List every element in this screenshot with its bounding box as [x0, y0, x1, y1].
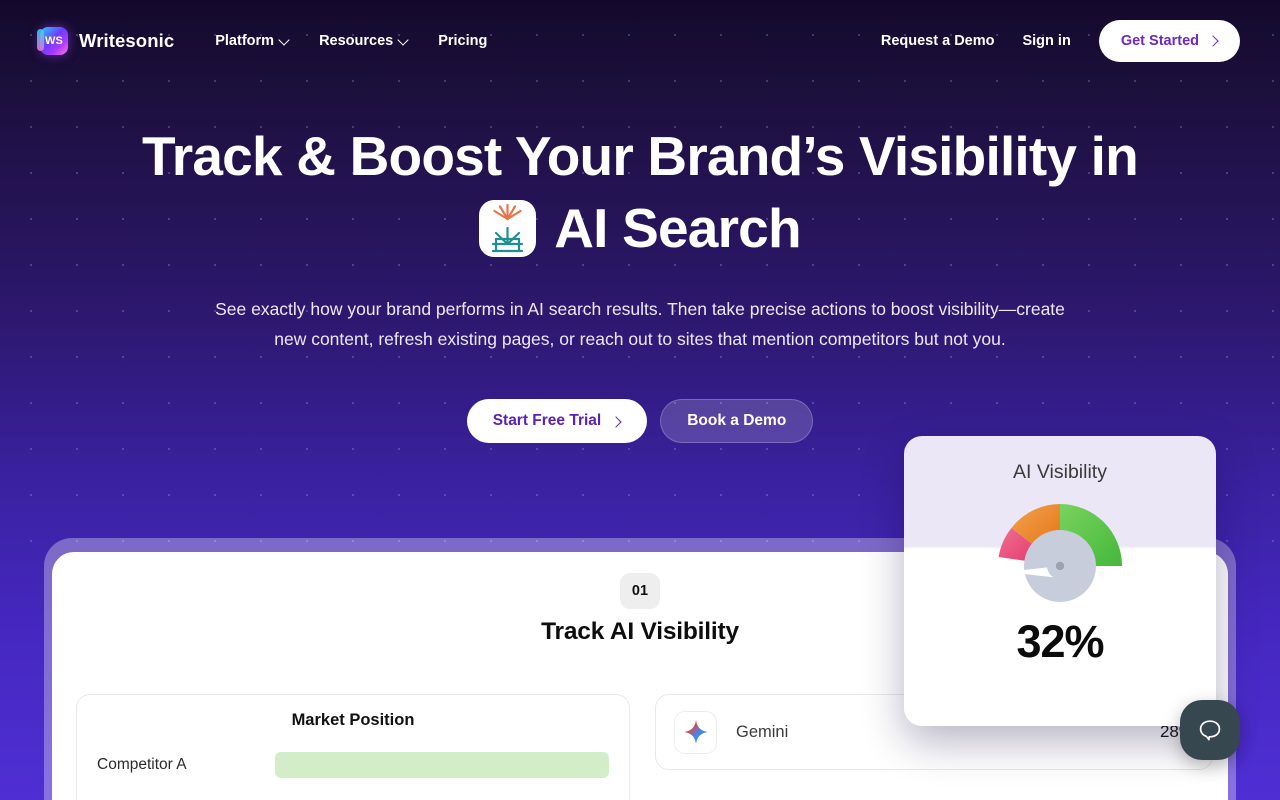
hero-cta-row: Start Free Trial Book a Demo	[0, 399, 1280, 443]
main-nav: Platform Resources Pricing	[215, 33, 487, 49]
site-header: WS Writesonic Platform Resources Pricing…	[0, 0, 1280, 81]
book-a-demo-label: Book a Demo	[687, 412, 787, 429]
nav-item-platform-label: Platform	[215, 32, 275, 49]
brand-logo[interactable]: WS Writesonic	[37, 26, 175, 55]
ai-visibility-gauge	[904, 490, 1216, 612]
get-started-button[interactable]: Get Started	[1098, 19, 1240, 62]
nav-item-pricing[interactable]: Pricing	[438, 33, 487, 49]
chevron-down-icon	[399, 35, 408, 44]
competitor-label: Competitor A	[97, 756, 187, 773]
chevron-right-icon	[1209, 36, 1218, 45]
nav-item-pricing-label: Pricing	[438, 32, 488, 49]
start-free-trial-button[interactable]: Start Free Trial	[466, 399, 648, 443]
nav-item-resources-label: Resources	[319, 32, 394, 49]
gemini-icon	[674, 710, 717, 754]
market-position-title: Market Position	[291, 711, 415, 729]
hero-title-line2: AI Search	[140, 192, 1140, 264]
competitor-bar	[275, 752, 609, 778]
hero-subtitle: See exactly how your brand performs in A…	[215, 299, 1065, 349]
hero-title-line2-text: AI Search	[554, 197, 801, 259]
start-free-trial-label: Start Free Trial	[492, 412, 602, 429]
ai-visibility-title: AI Visibility	[1013, 461, 1107, 483]
chevron-right-icon	[612, 417, 621, 426]
hero-title-line1: Track & Boost Your Brand’s Visibility in	[142, 125, 1139, 187]
writesonic-logo-icon: WS	[37, 26, 68, 55]
header-actions: Request a Demo Sign in Get Started	[880, 19, 1240, 62]
market-position-card: Market Position Competitor A	[76, 694, 630, 800]
table-row: Competitor A	[77, 752, 629, 778]
sign-in-link[interactable]: Sign in	[1022, 32, 1071, 49]
nav-item-platform[interactable]: Platform	[215, 33, 289, 49]
nav-item-resources[interactable]: Resources	[319, 33, 408, 49]
book-a-demo-button[interactable]: Book a Demo	[660, 399, 814, 443]
get-started-label: Get Started	[1120, 32, 1199, 49]
request-demo-link[interactable]: Request a Demo	[880, 32, 995, 49]
ai-search-icon	[479, 199, 537, 257]
hero-section: Track & Boost Your Brand’s Visibility in	[0, 120, 1280, 443]
logo-mark-text: WS	[44, 34, 64, 47]
brand-name: Writesonic	[79, 29, 175, 51]
ai-visibility-value: 32%	[1016, 616, 1104, 667]
chat-bubble-icon	[1199, 720, 1221, 741]
chat-widget-button[interactable]	[1180, 700, 1240, 760]
section-step-badge: 01	[620, 573, 660, 609]
chevron-down-icon	[280, 35, 289, 44]
model-name: Gemini	[736, 722, 789, 741]
ai-visibility-card: AI Visibility	[904, 436, 1216, 726]
page-title: Track & Boost Your Brand’s Visibility in	[140, 120, 1140, 264]
section-title: Track AI Visibility	[541, 618, 739, 645]
